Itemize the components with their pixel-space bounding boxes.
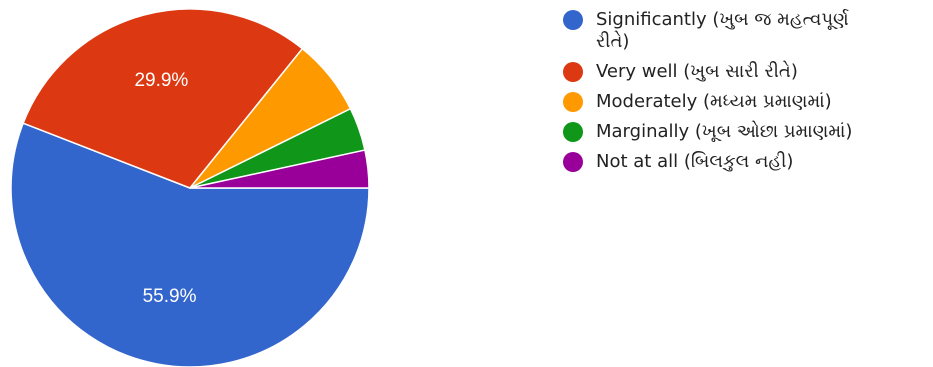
legend-item-2: Moderately (મધ્યમ પ્રમાણમાં) bbox=[563, 91, 832, 112]
pie-slices bbox=[10, 8, 370, 367]
legend-label-3: Marginally (ખૂબ ઓછા પ્રમાણમાં) bbox=[596, 121, 852, 142]
legend-marker-2 bbox=[563, 92, 583, 112]
pie-slice-label-1: 29.9% bbox=[134, 70, 188, 91]
legend-label-0-line-1: રીતે) bbox=[596, 31, 629, 52]
pie-slice-label-0: 55.9% bbox=[143, 286, 197, 307]
legend-item-3: Marginally (ખૂબ ઓછા પ્રમાણમાં) bbox=[563, 121, 852, 142]
legend-marker-4 bbox=[563, 152, 583, 172]
pie-slice-labels: 55.9% 29.9% bbox=[134, 70, 196, 307]
legend-label-4: Not at all (બિલકુલ નહી) bbox=[596, 151, 793, 172]
legend-item-4: Not at all (બિલકુલ નહી) bbox=[563, 151, 793, 172]
pie-slice-1 bbox=[22, 8, 304, 189]
legend-label-1: Very well (ખુબ સારી રીતે) bbox=[596, 61, 798, 82]
pie-slice-4 bbox=[189, 149, 370, 189]
legend: Significantly (ખુબ જ મહત્વપૂર્ણરીતે) Very… bbox=[563, 9, 852, 172]
legend-marker-3 bbox=[563, 122, 583, 142]
legend-item-0: Significantly (ખુબ જ મહત્વપૂર્ણરીતે) bbox=[563, 9, 849, 52]
legend-label-2: Moderately (મધ્યમ પ્રમાણમાં) bbox=[596, 91, 832, 112]
legend-item-1: Very well (ખુબ સારી રીતે) bbox=[563, 61, 798, 82]
legend-marker-1 bbox=[563, 62, 583, 82]
legend-label-0-line-0: Significantly (ખુબ જ મહત્વપૂર્ણ bbox=[596, 9, 849, 30]
legend-marker-0 bbox=[563, 10, 583, 30]
pie-slice-0 bbox=[10, 122, 370, 367]
